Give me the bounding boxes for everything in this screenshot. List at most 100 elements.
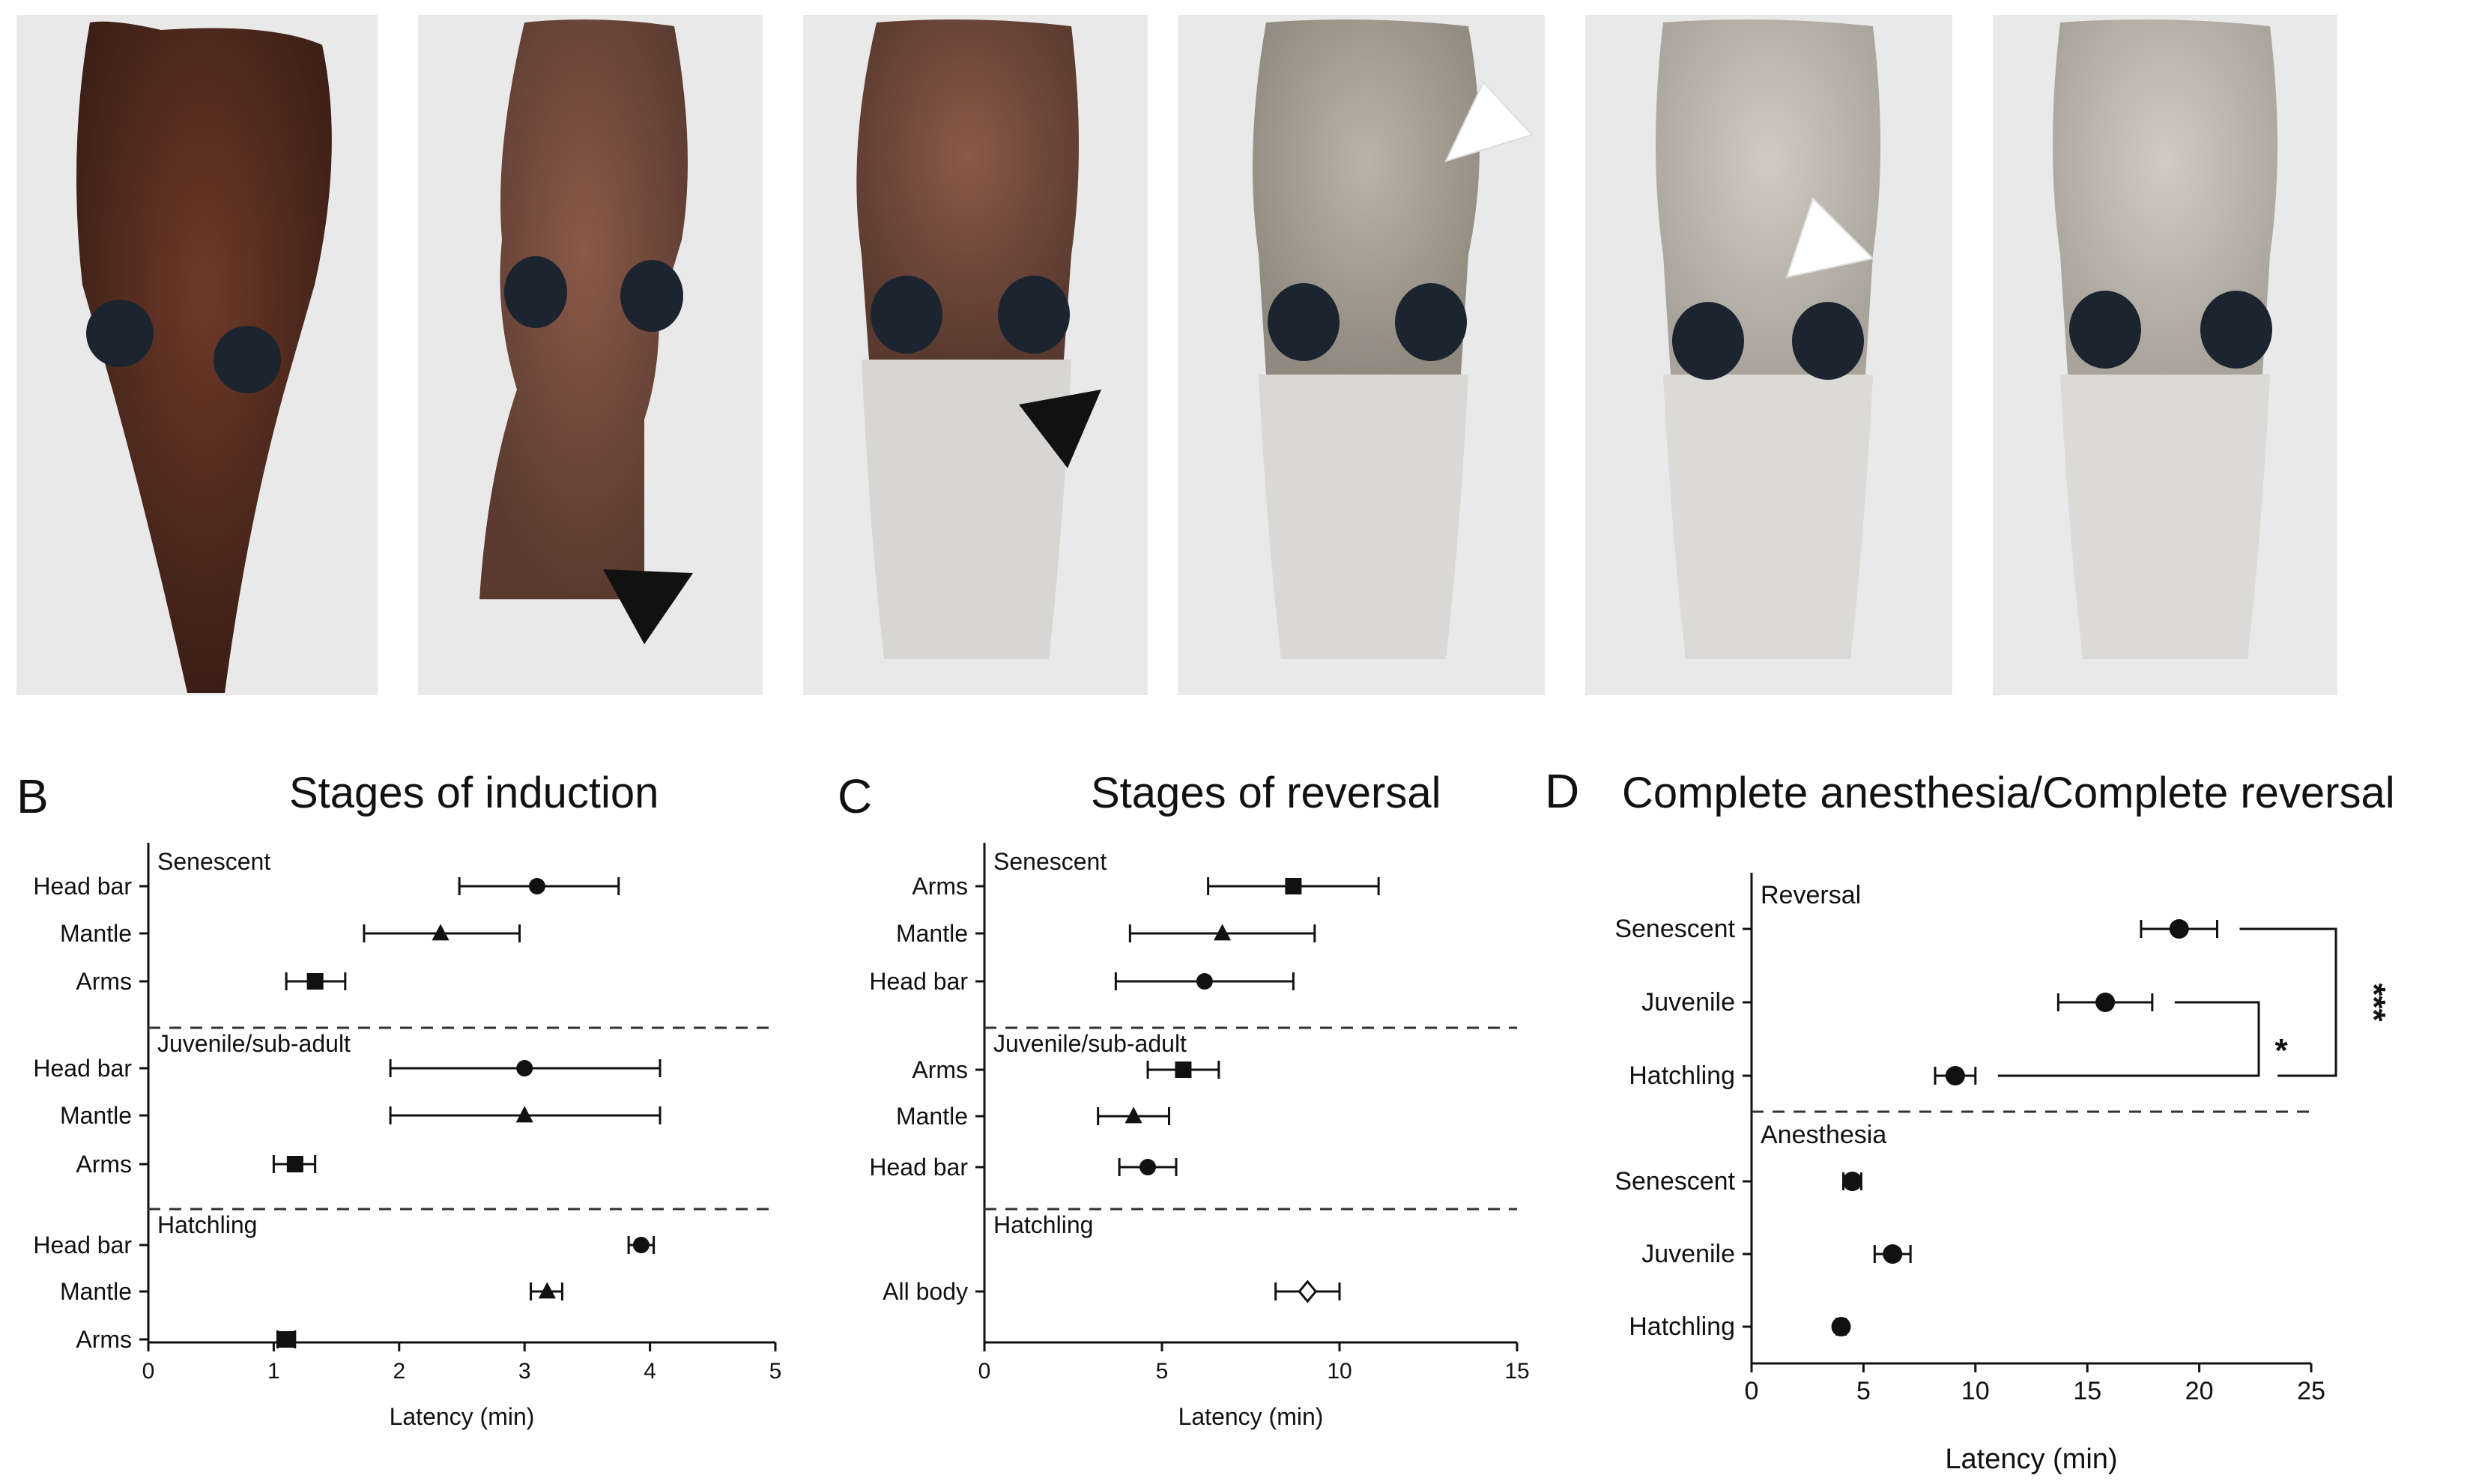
chart-title: Stages of reversal — [1091, 769, 1441, 817]
squid-photo-2 — [418, 15, 763, 695]
squid-arms — [862, 360, 1071, 659]
x-tick-label: 2 — [393, 1359, 405, 1384]
category-label: Arms — [76, 1326, 132, 1353]
chart-b: 0 1 2 3 4 5 Latency (min) Senescent Head bar Mant… — [33, 843, 781, 1430]
data-point-circle — [2169, 919, 2189, 939]
arrowhead-black-icon — [603, 569, 693, 644]
squid-eye-right — [1792, 302, 1864, 380]
x-tick-label: 0 — [978, 1359, 991, 1384]
squid-eye-right — [2200, 291, 2272, 369]
category-label: Head bar — [33, 1232, 132, 1259]
x-tick-label: 4 — [644, 1359, 656, 1384]
chart-title: Complete anesthesia/Complete reversal — [1622, 769, 2395, 817]
chart-c: 0 5 10 15 Latency (min) Senescent Arms Mantle He… — [869, 843, 1530, 1430]
x-tick-label: 5 — [1856, 1377, 1871, 1405]
chart-title: Stages of induction — [289, 769, 659, 817]
x-tick-label: 20 — [2185, 1377, 2214, 1405]
panel-d: D Complete anesthesia/Complete reversal … — [1545, 764, 2395, 1475]
data-point-triangle — [1214, 924, 1232, 941]
arrowhead-white-icon — [1785, 197, 1875, 279]
squid-eye-left — [2069, 291, 2141, 369]
category-label: Juvenile — [1641, 988, 1735, 1017]
significance-bracket — [1997, 1001, 2260, 1077]
data-point-circle — [1945, 1066, 1965, 1085]
x-tick-label: 5 — [769, 1359, 782, 1384]
squid-eye-left — [504, 256, 567, 328]
panel-letter-b: B — [16, 769, 49, 823]
x-axis-title: Latency (min) — [1945, 1444, 2117, 1475]
category-label: All body — [883, 1278, 968, 1305]
squid-body — [856, 19, 1079, 360]
x-axis-title: Latency (min) — [390, 1403, 535, 1430]
group-label: Hatchling — [157, 1211, 257, 1238]
group-label: Juvenile/sub-adult — [993, 1030, 1187, 1057]
category-label: Head bar — [33, 873, 132, 900]
significance-bracket — [2239, 927, 2337, 1077]
category-label: Head bar — [869, 968, 968, 995]
panel-c: C Stages of reversal 0 5 10 15 Latency (min)… — [838, 769, 1530, 1430]
squid-eye-right — [214, 326, 281, 393]
data-point-diamond — [1298, 1279, 1318, 1303]
squid-body — [76, 21, 332, 693]
data-point-circle — [516, 1060, 533, 1076]
squid-photo-5 — [1585, 15, 1952, 695]
category-label: Head bar — [33, 1055, 132, 1082]
squid-eye-left — [871, 276, 942, 354]
group-label: Reversal — [1761, 881, 1861, 909]
category-label: Arms — [76, 968, 132, 995]
x-tick-label: 25 — [2297, 1377, 2325, 1405]
data-point-triangle — [538, 1282, 556, 1299]
x-tick-label: 5 — [1156, 1359, 1169, 1384]
squid-arms — [1259, 375, 1468, 659]
data-point-square — [306, 973, 324, 990]
x-tick-label: 0 — [142, 1359, 155, 1384]
x-tick-label: 10 — [1327, 1359, 1352, 1384]
category-label: Mantle — [896, 920, 968, 947]
squid-arms — [2060, 375, 2270, 659]
squid-eye-left — [86, 300, 154, 367]
group-label: Hatchling — [993, 1211, 1093, 1238]
category-label: Mantle — [60, 1278, 132, 1305]
x-axis-title: Latency (min) — [1178, 1403, 1324, 1430]
category-label: Arms — [76, 1151, 132, 1178]
category-label: Juvenile — [1641, 1240, 1735, 1268]
data-point-circle — [632, 1237, 650, 1253]
x-tick-label: 0 — [1745, 1377, 1759, 1405]
squid-body — [479, 19, 688, 599]
significance-label: *** — [2355, 983, 2392, 1022]
panel-letter-c: C — [838, 769, 872, 823]
squid-photo-6 — [1993, 15, 2337, 695]
data-point-circle — [1139, 1159, 1157, 1175]
data-point-circle — [1831, 1317, 1851, 1336]
squid-eye-left — [1672, 302, 1744, 380]
panel-a: A — [16, 15, 2337, 695]
squid-photo-3 — [803, 15, 1148, 695]
x-tick-label: 3 — [518, 1359, 531, 1384]
category-label: Hatchling — [1629, 1061, 1735, 1090]
significance-label: * — [2274, 1032, 2288, 1069]
category-label: Mantle — [60, 1102, 132, 1129]
x-tick-label: 10 — [1961, 1377, 1990, 1405]
data-point-circle — [528, 878, 545, 894]
data-point-triangle — [515, 1106, 533, 1123]
x-tick-label: 15 — [1504, 1359, 1529, 1384]
category-label: Arms — [912, 873, 968, 900]
category-label: Hatchling — [1629, 1312, 1735, 1341]
group-label: Juvenile/sub-adult — [157, 1030, 351, 1057]
group-label: Senescent — [157, 848, 270, 875]
category-label: Senescent — [1614, 915, 1735, 943]
squid-body — [1656, 19, 1880, 375]
data-point-square — [286, 1156, 303, 1172]
x-tick-label: 15 — [2073, 1377, 2101, 1405]
category-label: Head bar — [869, 1154, 968, 1181]
squid-eye-right — [620, 260, 683, 332]
squid-photo-4 — [1178, 15, 1545, 695]
x-tick-label: 1 — [267, 1359, 280, 1384]
chart-d: 0 5 10 15 20 25 Latency (min) Reversal Senescent… — [1614, 873, 2392, 1475]
data-point-circle — [2095, 993, 2116, 1012]
data-point-square — [278, 1331, 295, 1348]
squid-eye-left — [1268, 283, 1340, 361]
panel-letter-d: D — [1545, 764, 1579, 818]
squid-body — [2053, 19, 2277, 375]
data-point-circle — [1196, 973, 1213, 990]
